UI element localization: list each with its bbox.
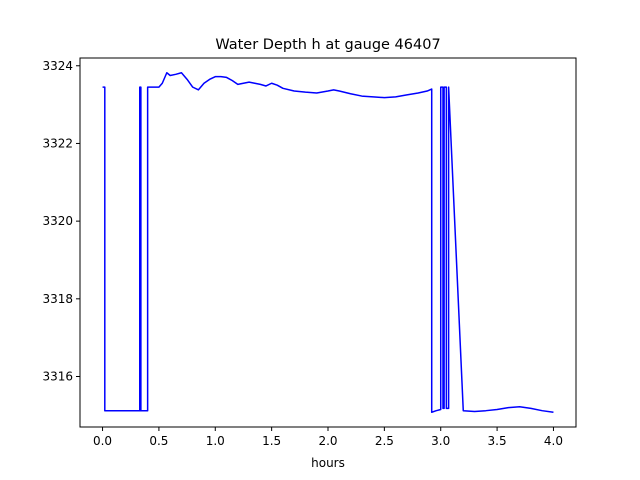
chart-title: Water Depth h at gauge 46407 bbox=[215, 37, 440, 53]
y-tick-label: 3324 bbox=[42, 59, 73, 73]
x-axis: 0.0 0.5 1.0 1.5 2.0 2.5 3.0 3.5 4.0 bbox=[93, 427, 563, 448]
series-line-0 bbox=[102, 72, 554, 413]
y-axis: 3316 3318 3320 3322 3324 bbox=[42, 59, 80, 384]
x-tick-label: 0.0 bbox=[93, 434, 112, 448]
y-tick-label: 3318 bbox=[42, 292, 73, 306]
y-tick-label: 3316 bbox=[42, 370, 73, 384]
y-tick-label: 3322 bbox=[42, 136, 73, 150]
x-tick-label: 1.5 bbox=[262, 434, 281, 448]
x-tick-label: 2.5 bbox=[375, 434, 394, 448]
plot-layer bbox=[102, 72, 554, 413]
x-tick-label: 3.5 bbox=[488, 434, 507, 448]
x-tick-label: 4.0 bbox=[544, 434, 563, 448]
y-tick-label: 3320 bbox=[42, 214, 73, 228]
x-tick-label: 2.0 bbox=[318, 434, 337, 448]
x-tick-label: 3.0 bbox=[431, 434, 450, 448]
plot-frame bbox=[79, 57, 577, 428]
x-tick-label: 0.5 bbox=[149, 434, 168, 448]
x-axis-label: hours bbox=[311, 456, 345, 470]
x-tick-label: 1.0 bbox=[206, 434, 225, 448]
